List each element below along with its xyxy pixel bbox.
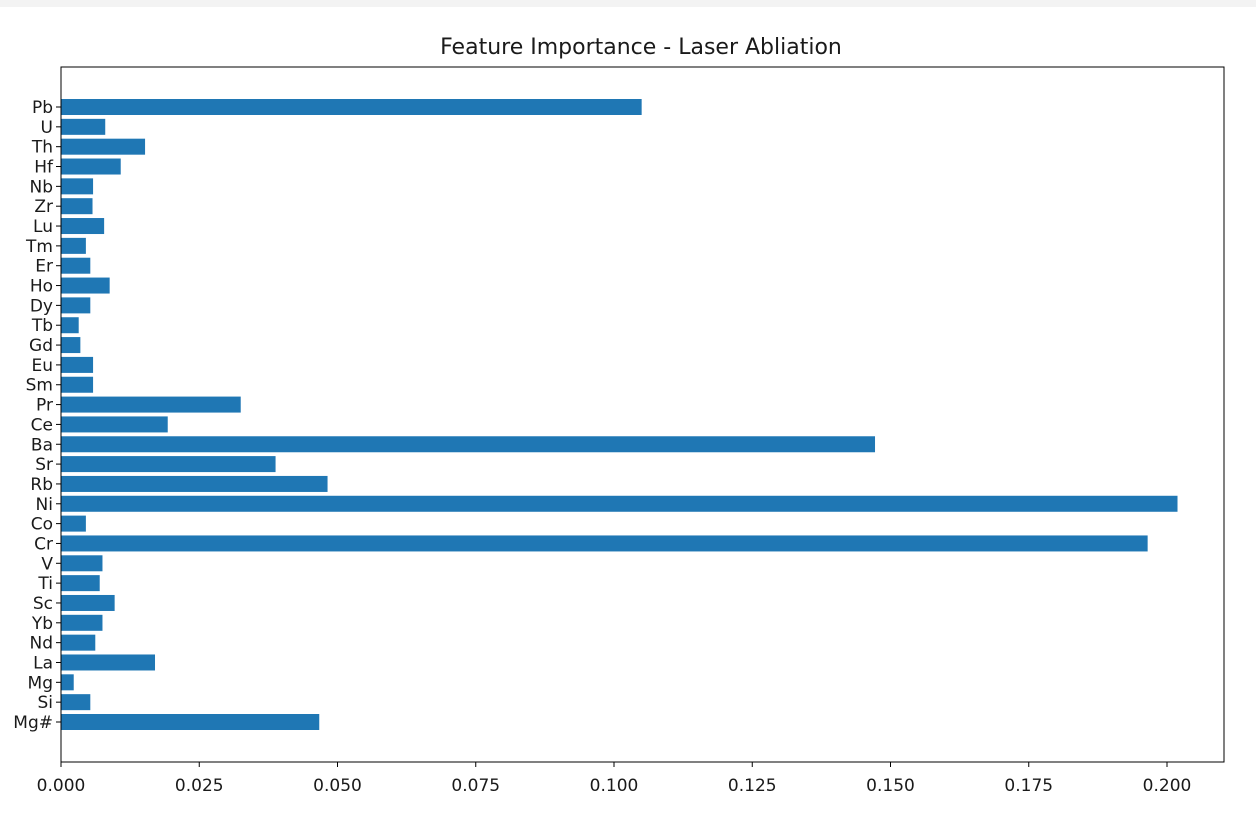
- y-tick-label: Lu: [33, 217, 53, 237]
- bar-dy: [61, 297, 91, 314]
- y-tick-label: Nb: [29, 177, 53, 197]
- y-tick-label: Er: [35, 257, 53, 277]
- y-tick-label: Yb: [31, 614, 53, 634]
- bar-lu: [61, 218, 105, 235]
- bar-er: [61, 257, 91, 274]
- bar-mg-num: [61, 714, 320, 730]
- bar-ho: [61, 277, 110, 294]
- y-tick-label: Pb: [32, 98, 53, 118]
- y-tick-label: Ce: [31, 415, 53, 435]
- y-tick-label: Th: [31, 138, 53, 158]
- y-tick-label: Sm: [26, 376, 53, 396]
- chart-title: Feature Importance - Laser Abliation: [440, 35, 842, 60]
- x-tick-label: 0.200: [1143, 776, 1192, 796]
- bar-gd: [61, 337, 81, 354]
- bar-v: [61, 555, 103, 572]
- y-tick-label: Ni: [36, 495, 53, 515]
- y-tick-label: Ba: [31, 435, 53, 455]
- bar-sm: [61, 376, 94, 393]
- bar-ba: [61, 436, 876, 453]
- y-tick-label: Co: [31, 515, 53, 535]
- bar-zr: [61, 198, 93, 215]
- bar-yb: [61, 614, 103, 631]
- bar-mg: [61, 674, 74, 691]
- y-tick-label: Zr: [34, 197, 53, 217]
- x-tick-label: 0.000: [37, 776, 86, 796]
- bar-eu: [61, 356, 94, 373]
- y-tick-label: Nd: [29, 634, 53, 654]
- bar-hf: [61, 158, 121, 175]
- y-tick-label: Sr: [35, 455, 53, 475]
- bar-si: [61, 694, 91, 711]
- y-tick-label: Mg#: [13, 713, 53, 733]
- y-tick-label: La: [33, 653, 53, 673]
- x-tick-label: 0.075: [451, 776, 500, 796]
- y-tick-label: Eu: [31, 356, 53, 376]
- top-strip: [0, 0, 1256, 7]
- bar-ti: [61, 575, 100, 592]
- x-tick-label: 0.125: [728, 776, 777, 796]
- x-tick-label: 0.050: [313, 776, 362, 796]
- y-tick-label: U: [41, 118, 53, 138]
- bar-nb: [61, 178, 94, 195]
- y-tick-label: Pr: [36, 396, 53, 416]
- bar-ni: [61, 495, 1178, 512]
- bar-co: [61, 515, 86, 532]
- bar-pb: [61, 99, 642, 115]
- y-tick-label: Sc: [33, 594, 53, 614]
- bar-ce: [61, 416, 168, 433]
- y-tick-label: Gd: [29, 336, 53, 356]
- y-axis: Mg#SiMgLaNdYbScTiVCrCoNiRbSrBaCePrSmEuGd…: [13, 98, 61, 733]
- x-tick-label: 0.025: [175, 776, 224, 796]
- bar-cr: [61, 535, 1148, 552]
- bar-sr: [61, 456, 276, 473]
- bar-tb: [61, 317, 79, 334]
- y-tick-label: Tb: [31, 316, 53, 336]
- bar-sc: [61, 594, 115, 611]
- bar-rb: [61, 475, 328, 492]
- y-tick-label: Rb: [30, 475, 53, 495]
- y-tick-label: Hf: [34, 158, 54, 178]
- bar-tm: [61, 237, 86, 254]
- x-tick-label: 0.100: [590, 776, 639, 796]
- y-tick-label: Ho: [30, 277, 53, 297]
- y-tick-label: Si: [37, 693, 53, 713]
- bar-pr: [61, 396, 241, 413]
- bar-th: [61, 138, 146, 155]
- y-tick-label: Mg: [28, 673, 53, 693]
- bar-la: [61, 654, 156, 671]
- y-tick-label: Dy: [30, 296, 53, 316]
- y-tick-label: V: [41, 554, 53, 574]
- bar-nd: [61, 634, 96, 651]
- bar-u: [61, 118, 106, 135]
- plot-frame: [60, 66, 1225, 763]
- x-tick-label: 0.175: [1004, 776, 1053, 796]
- x-tick-label: 0.150: [866, 776, 915, 796]
- x-axis: 0.000 0.025 0.050 0.075 0.100 0.125 0.150 0.175…: [37, 762, 1192, 796]
- y-tick-label: Ti: [37, 574, 53, 594]
- y-tick-label: Cr: [34, 534, 53, 554]
- y-tick-label: Tm: [25, 237, 53, 257]
- bars-group: [61, 99, 1178, 730]
